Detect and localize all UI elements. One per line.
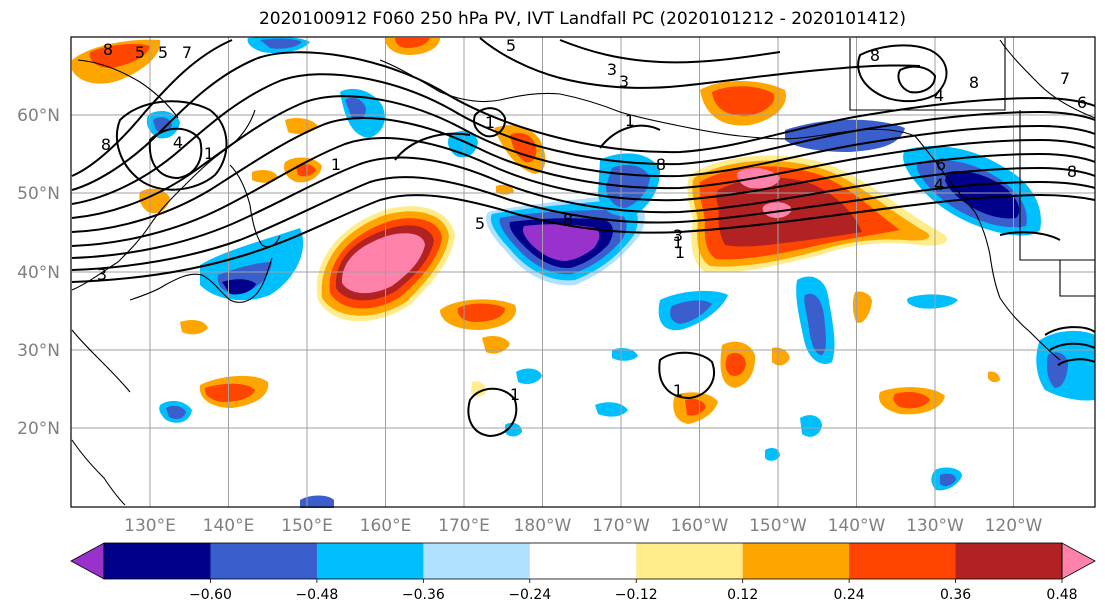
longitude-label: 160°E [360,516,412,536]
colorbar-swatch [742,543,850,579]
longitude-label: 130°E [124,516,176,536]
colorbar-tick-label: −0.36 [402,587,445,601]
colorbar-tick-label: 0.24 [834,587,865,601]
longitude-label: 130°W [906,516,964,536]
ivt-contours [71,37,1096,438]
map-title: 2020100912 F060 250 hPa PV, IVT Landfall… [258,9,906,29]
longitude-label: 150°E [281,516,333,536]
latitude-label: 50°N [17,184,60,204]
contour-label: 3 [619,72,629,91]
longitude-label: 170°E [438,516,490,536]
contour-label: 1 [673,233,683,252]
contour-label: 6 [1077,93,1087,112]
colorbar-swatch [529,543,637,579]
longitude-labels: 130°E 140°E 150°E 160°E 170°E 180°W 170°W 160°W… [124,516,1042,536]
contour-label: 7 [1060,69,1070,88]
colorbar-extend-min [70,542,105,580]
contour-label: 4 [934,86,944,105]
latitude-label: 20°N [17,419,60,439]
contour-label: 6 [936,155,946,174]
contour-label: 4 [173,133,183,152]
contour-label: 1 [673,381,683,400]
colorbar-tick-label: −0.12 [615,587,658,601]
contour-label: 1 [331,155,341,174]
colorbar-tick-label: −0.60 [189,587,232,601]
contour-label: 8 [563,210,573,229]
longitude-label: 180°W [514,516,572,536]
longitude-label: 170°W [592,516,650,536]
colorbar-swatch [849,543,957,579]
contour-label: 8 [656,155,666,174]
latitude-label: 40°N [17,263,60,283]
contour-label: 8 [103,40,113,59]
latitude-label: 60°N [17,106,60,126]
longitude-label: 160°W [671,516,729,536]
colorbar-swatch [104,543,211,579]
colorbar-tick-label: 0.36 [940,587,971,601]
longitude-label: 120°W [985,516,1043,536]
map-frame [70,36,1096,508]
contour-label: 3 [607,60,617,79]
longitude-label: 140°W [828,516,886,536]
contour-label: 7 [182,43,192,62]
contour-label: 5 [135,43,145,62]
longitude-label: 140°E [203,516,255,536]
longitude-label: 150°W [749,516,807,536]
graticule [71,37,1095,507]
colorbar-extend-max [1061,542,1096,580]
contour-label: 5 [158,43,168,62]
colorbar-swatch [316,543,424,579]
contour-label: 1 [204,144,214,163]
latitude-label: 30°N [17,341,60,361]
latitude-labels: 60°N 50°N 40°N 30°N 20°N [17,106,60,439]
contour-label: 8 [969,73,979,92]
contour-label: 5 [475,214,485,233]
contour-label: 1 [510,385,520,404]
contour-label: 5 [506,36,516,55]
colorbar-tick-label: 0.12 [727,587,758,601]
contour-label: 3 [673,226,683,245]
colorbar-tick-label: −0.24 [508,587,551,601]
colorbar-swatch [636,543,744,579]
contour-label: 3 [97,265,107,284]
contour-label: 1 [485,113,495,132]
contour-label: 8 [870,46,880,65]
colorbar-swatch [955,543,1063,579]
colorbar-swatch [423,543,531,579]
contour-label: 8 [101,135,111,154]
contour-label: 8 [1067,162,1077,181]
contour-label: 1 [675,243,685,262]
colorbar-swatch [210,543,318,579]
coastlines [71,38,1096,506]
contour-label: 4 [934,175,944,194]
contour-label: 1 [625,111,635,130]
colorbar: −0.60 −0.48 −0.36 −0.24 −0.12 0.12 0.24 0.36 0.4… [70,542,1096,601]
colorbar-tick-label: 0.48 [1046,587,1077,601]
colorbar-tick-label: −0.48 [295,587,338,601]
